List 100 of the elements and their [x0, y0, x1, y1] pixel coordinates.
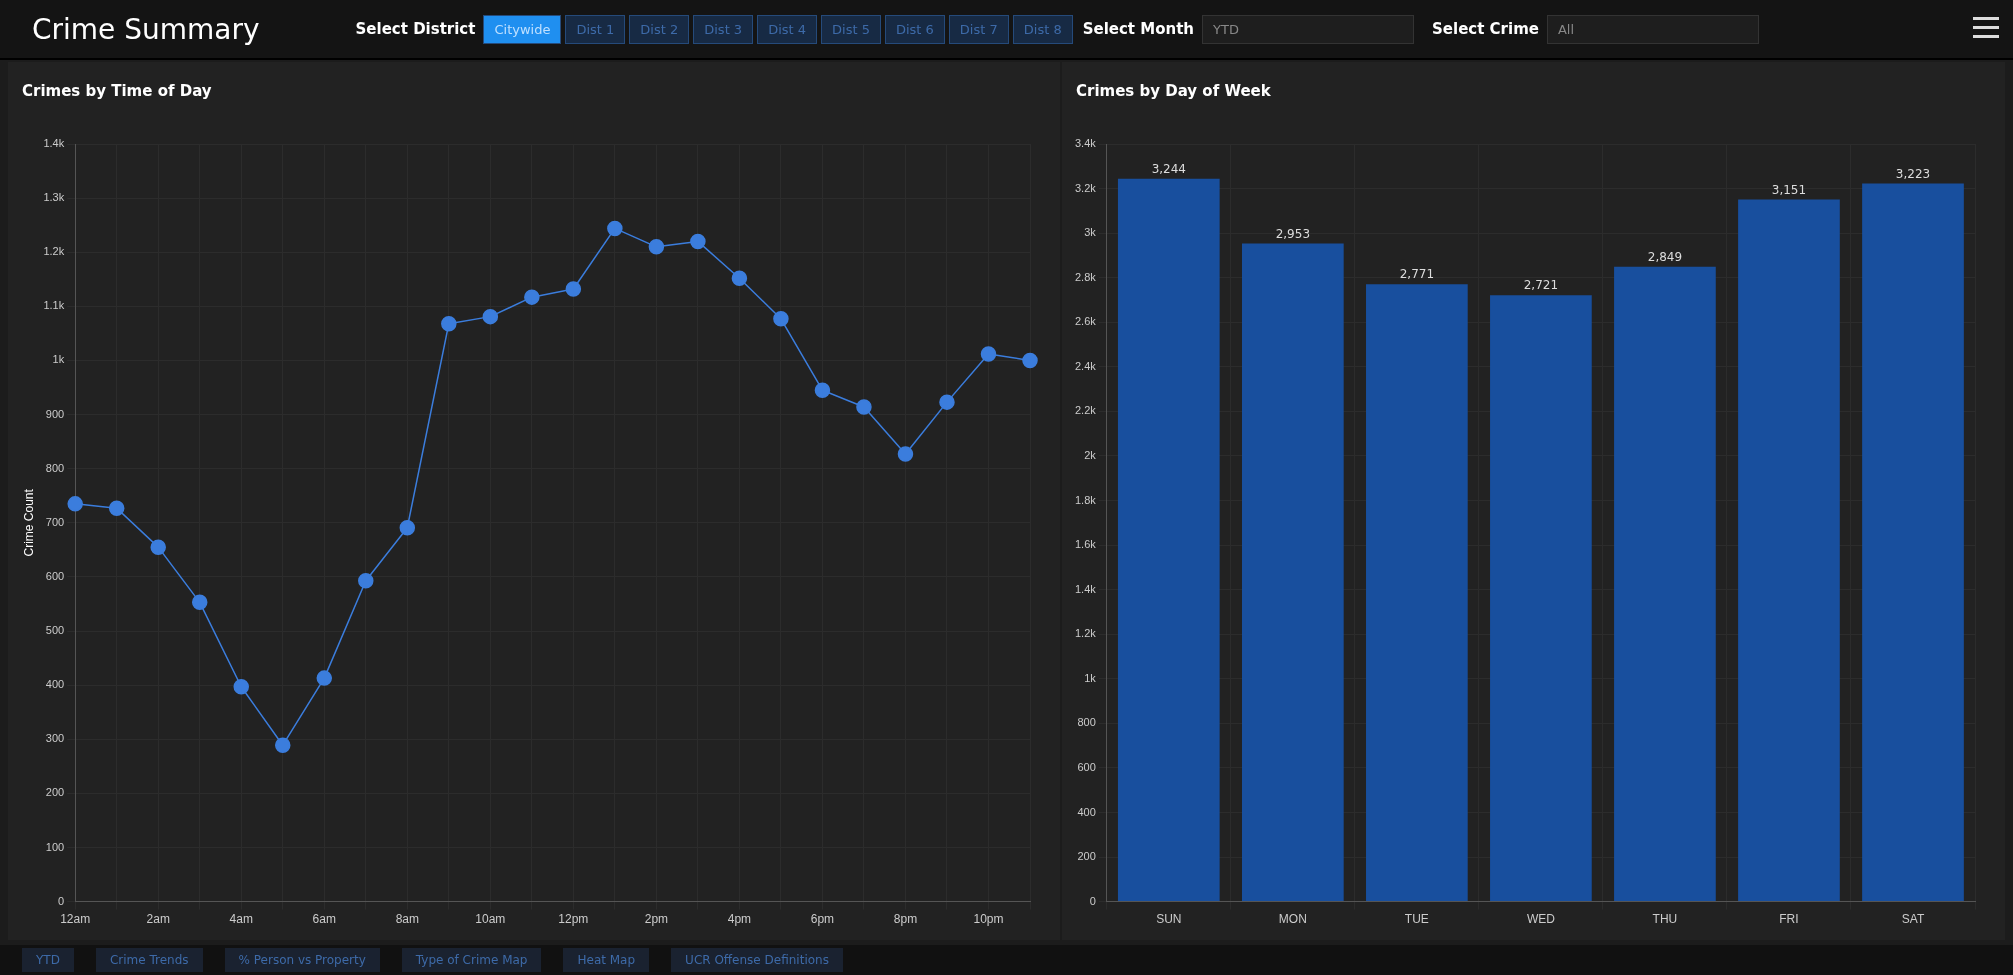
y-tick-label: 1.1k: [43, 299, 65, 312]
y-tick-label: 300: [45, 732, 65, 745]
point: [1022, 352, 1038, 369]
y-tick-label: 2k: [1084, 448, 1097, 461]
y-tick-label: 3.2k: [1074, 181, 1097, 194]
y-tick-label: 3.4k: [1074, 137, 1097, 150]
point: [565, 281, 582, 297]
x-tick-label: 12pm: [558, 912, 589, 927]
x-tick-label: 8pm: [893, 912, 918, 927]
text: Select Crime: [1432, 20, 1539, 38]
point: [648, 239, 665, 255]
point: [358, 572, 374, 589]
x-tick-label: TUE: [1404, 912, 1429, 927]
text: Select Month: [1082, 20, 1195, 38]
text: Dist 5: [821, 14, 881, 44]
y-tick-label: 2.6k: [1074, 315, 1097, 328]
point: [731, 270, 748, 286]
text: Dist 2: [629, 14, 690, 44]
y-tick-label: 1.2k: [1074, 627, 1097, 640]
point: [814, 382, 831, 398]
y-tick-label: 2.2k: [1074, 404, 1097, 417]
point: [67, 496, 83, 512]
bar: [1241, 243, 1344, 902]
text: Dist 4: [757, 14, 818, 44]
y-tick-label: 200: [1077, 850, 1096, 863]
data-label: 2,849: [1647, 249, 1683, 264]
text: Dist 8: [1012, 14, 1073, 44]
x-tick-label: 10am: [475, 912, 506, 927]
point: [150, 539, 166, 555]
x-tick-label: 8am: [395, 912, 419, 927]
y-tick-label: 800: [45, 461, 65, 474]
y-tick-label: 3k: [1084, 226, 1097, 239]
data-label: 3,151: [1771, 182, 1807, 197]
y-axis-title: Crime Count: [21, 488, 36, 557]
x-tick-label: 2am: [146, 912, 170, 927]
y-tick-label: 800: [1077, 716, 1096, 729]
y-tick-label: 1.3k: [43, 191, 65, 204]
y-tick-label: 100: [45, 840, 65, 853]
text: Crime Summary: [32, 12, 260, 46]
y-tick-label: 400: [1077, 805, 1096, 818]
data-label: 2,771: [1399, 267, 1435, 282]
text: Heat Map: [563, 948, 650, 972]
y-tick-label: 2.4k: [1074, 359, 1097, 372]
point: [233, 679, 249, 695]
y-tick-label: 1k: [1084, 671, 1097, 684]
point: [524, 289, 540, 305]
text: Citywide: [483, 14, 562, 44]
text: YTD: [1202, 14, 1415, 44]
x-tick-label: SUN: [1156, 912, 1182, 927]
data-label: 3,223: [1895, 166, 1931, 181]
y-tick-label: 1k: [52, 353, 65, 366]
bar: [1490, 295, 1592, 902]
x-tick-label: 10pm: [973, 912, 1004, 927]
text: Dist 6: [884, 14, 945, 44]
y-tick-label: 1.4k: [43, 137, 65, 150]
data-label: 2,953: [1275, 226, 1311, 241]
point: [607, 220, 623, 237]
text: Crime Trends: [95, 948, 203, 972]
y-tick-label: 0: [1089, 894, 1096, 907]
y-tick-label: 600: [1077, 760, 1096, 773]
text: % Person vs Property: [224, 948, 380, 972]
bar: [1614, 266, 1716, 902]
text: YTD: [22, 948, 74, 972]
data-label: 2,721: [1523, 278, 1559, 293]
x-tick-label: 6pm: [810, 912, 835, 927]
chart-title: Crimes by Time of Day: [22, 82, 212, 100]
point: [191, 594, 208, 611]
data-label: 3,244: [1151, 161, 1186, 176]
point: [399, 519, 416, 536]
y-tick-label: 1.4k: [1074, 582, 1097, 595]
y-tick-label: 600: [45, 569, 65, 582]
bar: [1862, 183, 1964, 902]
bar: [1117, 178, 1220, 902]
text: Select District: [355, 20, 476, 38]
y-tick-label: 1.8k: [1074, 493, 1097, 506]
text: Type of Crime Map: [401, 948, 542, 972]
text: Dist 3: [693, 14, 754, 44]
text: UCR Offense Definitions: [671, 948, 843, 972]
point: [441, 315, 457, 332]
text: Dist 1: [565, 14, 626, 44]
y-tick-label: 2.8k: [1074, 270, 1097, 283]
y-tick-label: 400: [45, 678, 65, 691]
point: [856, 399, 872, 415]
x-tick-label: 6am: [312, 912, 336, 927]
point: [482, 308, 499, 325]
point: [939, 394, 955, 410]
x-tick-label: MON: [1278, 912, 1307, 927]
y-tick-label: 200: [45, 786, 65, 799]
y-tick-label: 1.2k: [43, 245, 65, 258]
bar: [1366, 284, 1468, 902]
point: [316, 670, 333, 686]
x-tick-label: WED: [1526, 912, 1556, 927]
point: [773, 311, 789, 327]
x-tick-label: 4pm: [727, 912, 752, 927]
x-tick-label: 12am: [60, 912, 91, 927]
x-tick-label: THU: [1652, 912, 1678, 927]
x-tick-label: SAT: [1901, 912, 1925, 927]
point: [275, 737, 291, 753]
point: [108, 500, 125, 516]
point: [690, 233, 706, 250]
